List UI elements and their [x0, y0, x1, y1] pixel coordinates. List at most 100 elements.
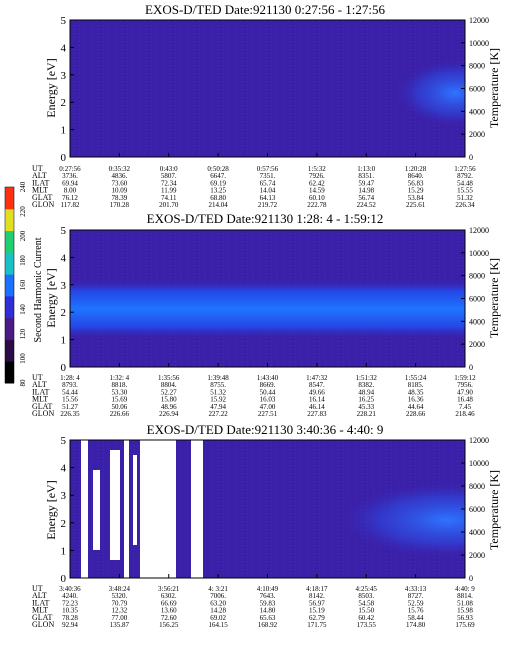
- orbit-table-cell: 7926.: [309, 172, 325, 180]
- colorbar-segment: [5, 274, 14, 297]
- panel-2-y2label: Temperature [K]: [487, 258, 501, 338]
- panel-1-y2label: Temperature [K]: [487, 48, 501, 128]
- orbit-table-cell: 63.20: [210, 599, 226, 607]
- orbit-table-cell: 1:59:12: [454, 374, 476, 382]
- panel-3-data-gap: [191, 440, 203, 578]
- orbit-table-cell: 53.30: [112, 388, 128, 396]
- orbit-table-cell: 50.06: [112, 403, 128, 411]
- orbit-table-cell: 7956.: [457, 381, 473, 389]
- orbit-table-cell: 65.63: [260, 614, 276, 622]
- temperature-tick-label: 8000: [469, 272, 485, 281]
- temperature-tick-label: 2000: [469, 340, 485, 349]
- orbit-row-label: GLON: [32, 409, 54, 418]
- orbit-table-cell: 8755.: [210, 381, 226, 389]
- orbit-table-cell: 4: 3:21: [208, 585, 228, 593]
- energy-tick-label: 3: [61, 280, 67, 292]
- orbit-table-cell: 69.02: [210, 614, 226, 622]
- orbit-table-cell: 1:32: 4: [110, 374, 130, 382]
- colorbar-tick-label: 100: [19, 353, 27, 364]
- orbit-table-cell: 15.98: [457, 607, 473, 615]
- energy-tick-label: 0: [61, 152, 67, 164]
- orbit-table-cell: 224.52: [357, 201, 377, 209]
- colorbar-tick-label: 140: [19, 304, 27, 315]
- orbit-table-cell: 7643.: [260, 592, 276, 600]
- orbit-table-cell: 170.28: [110, 201, 130, 209]
- energy-tick-label: 5: [61, 435, 67, 447]
- temperature-tick-label: 6000: [469, 295, 485, 304]
- orbit-table-cell: 46.14: [309, 403, 325, 411]
- temperature-tick-label: 6000: [469, 85, 485, 94]
- orbit-table-cell: 56.93: [457, 614, 473, 622]
- orbit-table-cell: 5320.: [112, 592, 128, 600]
- orbit-table-cell: 8185.: [408, 381, 424, 389]
- colorbar-segment: [5, 208, 14, 232]
- orbit-table-cell: 14.80: [260, 607, 276, 615]
- temperature-tick-label: 4000: [469, 317, 485, 326]
- temperature-tick-label: 2000: [469, 130, 485, 139]
- orbit-table-cell: 66.69: [161, 599, 177, 607]
- orbit-table-cell: 226.94: [159, 410, 179, 418]
- orbit-table-cell: 1:39:48: [207, 374, 229, 382]
- orbit-table-cell: 8640.: [408, 172, 424, 180]
- orbit-table-cell: 72.60: [161, 614, 177, 622]
- orbit-row-label: ALT: [32, 380, 47, 389]
- orbit-table-cell: 77.00: [112, 614, 128, 622]
- orbit-table-cell: 3:48:24: [109, 585, 131, 593]
- colorbar-tick-label: 220: [19, 206, 27, 217]
- panel-2: EXOS-D/TED Date:921130 1:28: 4 - 1:59:12…: [32, 211, 501, 418]
- orbit-table-cell: 3:56:21: [158, 585, 180, 593]
- orbit-table-cell: 168.92: [258, 621, 278, 629]
- colorbar-tick-label: 80: [19, 379, 27, 387]
- colorbar-segment: [5, 339, 14, 362]
- orbit-table-cell: 78.39: [112, 194, 128, 202]
- orbit-table-cell: 8382.: [358, 381, 374, 389]
- orbit-table-cell: 51.32: [457, 194, 473, 202]
- colorbar-tick-label: 120: [19, 328, 27, 339]
- temperature-tick-label: 0: [469, 574, 473, 583]
- panel-2-temperature-band: [70, 279, 465, 339]
- orbit-table-cell: 1:20:28: [405, 165, 427, 173]
- orbit-table-cell: 16.25: [358, 396, 374, 404]
- orbit-table-cell: 8804.: [161, 381, 177, 389]
- orbit-table-cell: 4:25:45: [356, 585, 378, 593]
- orbit-table-cell: 54.44: [62, 388, 78, 396]
- orbit-table-cell: 15.55: [457, 187, 473, 195]
- orbit-table-cell: 92.94: [62, 621, 78, 629]
- orbit-table-cell: 69.19: [210, 179, 226, 187]
- orbit-table-cell: 7351.: [260, 172, 276, 180]
- orbit-table-cell: 53.84: [408, 194, 424, 202]
- energy-tick-label: 2: [61, 518, 67, 530]
- orbit-table-cell: 15.19: [309, 607, 325, 615]
- orbit-table-cell: 47.90: [457, 388, 473, 396]
- orbit-table-cell: 14.59: [309, 187, 325, 195]
- orbit-table-cell: 51.08: [457, 599, 473, 607]
- orbit-table-cell: 8547.: [309, 381, 325, 389]
- orbit-row-label: ALT: [32, 591, 47, 600]
- energy-tick-label: 4: [61, 463, 67, 475]
- orbit-table-cell: 68.80: [210, 194, 226, 202]
- orbit-table-cell: 14.04: [260, 187, 276, 195]
- orbit-table-cell: 135.87: [110, 621, 130, 629]
- orbit-table-cell: 0:27:56: [59, 165, 81, 173]
- orbit-table-cell: 4:33:13: [405, 585, 427, 593]
- orbit-row-label: ILAT: [32, 598, 49, 607]
- panel-3-temperature-band: [240, 480, 465, 560]
- orbit-table-cell: 16.03: [260, 396, 276, 404]
- orbit-table-cell: 15.69: [112, 396, 128, 404]
- orbit-table-cell: 173.55: [357, 621, 377, 629]
- orbit-table-cell: 70.79: [112, 599, 128, 607]
- colorbar-tick-label: 180: [19, 255, 27, 266]
- orbit-table-cell: 228.21: [357, 410, 377, 418]
- panel-3: EXOS-D/TED Date:921130 3:40:36 - 4:40: 9…: [32, 422, 501, 629]
- panel-3-data-gap: [133, 455, 137, 545]
- orbit-table-cell: 4240.: [62, 592, 78, 600]
- orbit-table-cell: 4:40: 9: [455, 585, 475, 593]
- orbit-table-cell: 4:18:17: [306, 585, 328, 593]
- orbit-table-cell: 8142.: [309, 592, 325, 600]
- orbit-row-label: ILAT: [32, 387, 49, 396]
- panel-1-ylabel: Energy [eV]: [44, 58, 58, 117]
- orbit-table-cell: 48.94: [358, 388, 374, 396]
- energy-tick-label: 5: [61, 225, 67, 237]
- orbit-table-cell: 14.98: [358, 187, 374, 195]
